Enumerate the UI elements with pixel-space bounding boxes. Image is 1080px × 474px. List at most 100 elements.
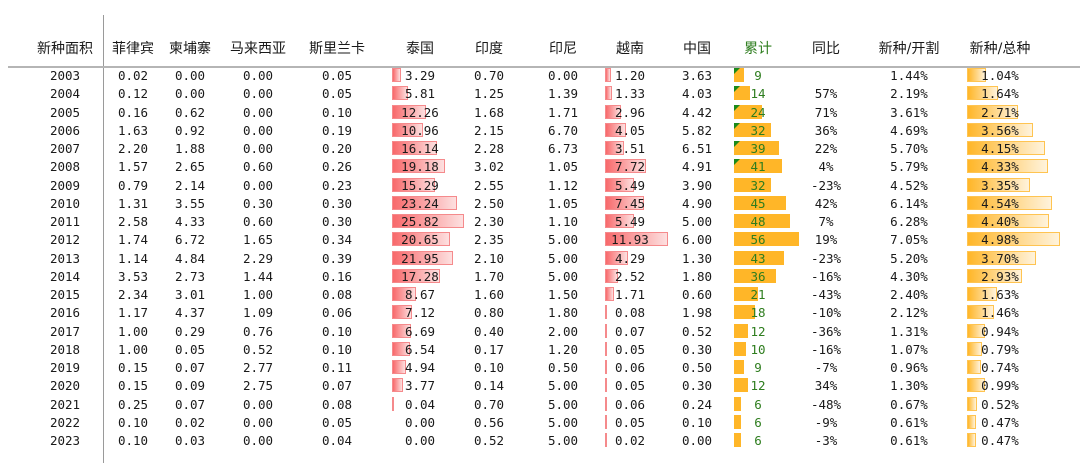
cell-cambodia[interactable]: 0.00: [174, 86, 206, 102]
cell-new-to-total[interactable]: 4.40%: [981, 214, 1019, 229]
cell-cambodia[interactable]: 0.62: [174, 104, 206, 120]
cell-new-to-total[interactable]: 0.47%: [981, 414, 1019, 430]
cell-area-year[interactable]: 2018: [49, 341, 81, 357]
cell-new-to-total[interactable]: 4.98%: [981, 232, 1019, 248]
cell-indonesia[interactable]: 5.00: [547, 414, 579, 430]
cell-china[interactable]: 4.03: [681, 86, 713, 102]
column-header-new-to-total[interactable]: 新种/总种: [969, 41, 1031, 57]
cell-new-to-total[interactable]: 4.15%: [981, 141, 1019, 156]
cell-cumulative[interactable]: 6: [754, 396, 762, 412]
cell-china[interactable]: 5.82: [681, 122, 713, 138]
cell-yoy[interactable]: -23%: [810, 250, 842, 266]
cell-indonesia[interactable]: 1.80: [547, 305, 579, 321]
cell-cumulative[interactable]: 14: [750, 86, 766, 102]
cell-new-to-total[interactable]: 0.74%: [981, 360, 1019, 375]
cell-sri-lanka[interactable]: 0.07: [321, 378, 353, 394]
cell-cambodia[interactable]: 0.03: [174, 433, 206, 448]
cell-new-to-tapping[interactable]: 4.52%: [890, 177, 928, 193]
cell-cambodia[interactable]: 2.65: [174, 159, 206, 175]
cell-malaysia[interactable]: 1.65: [242, 232, 274, 248]
cell-area-year[interactable]: 2008: [49, 159, 81, 175]
cell-new-to-total[interactable]: 3.70%: [981, 250, 1019, 266]
cell-vietnam[interactable]: 0.06: [614, 396, 646, 412]
cell-cambodia[interactable]: 1.88: [174, 141, 206, 156]
cell-india[interactable]: 1.68: [473, 104, 505, 120]
cell-china[interactable]: 0.60: [681, 287, 713, 302]
column-header-new-to-tapping[interactable]: 新种/开割: [878, 41, 940, 57]
cell-philippines[interactable]: 0.16: [117, 104, 149, 120]
cell-yoy[interactable]: -43%: [810, 287, 842, 302]
cell-china[interactable]: 0.00: [681, 433, 713, 448]
cell-philippines[interactable]: 1.57: [117, 159, 149, 175]
cell-philippines[interactable]: 0.15: [117, 378, 149, 394]
cell-indonesia[interactable]: 6.70: [547, 122, 579, 138]
cell-india[interactable]: 0.10: [473, 360, 505, 375]
cell-yoy[interactable]: 71%: [814, 104, 838, 120]
cell-india[interactable]: 2.35: [473, 232, 505, 248]
cell-indonesia[interactable]: 1.12: [547, 177, 579, 193]
cell-indonesia[interactable]: 5.00: [547, 250, 579, 266]
cell-malaysia[interactable]: 1.00: [242, 287, 274, 302]
cell-india[interactable]: 0.56: [473, 414, 505, 430]
cell-china[interactable]: 4.42: [681, 104, 713, 120]
cell-new-to-total[interactable]: 0.99%: [981, 378, 1019, 394]
cell-philippines[interactable]: 0.02: [117, 68, 149, 83]
cell-cambodia[interactable]: 3.55: [174, 195, 206, 211]
cell-cumulative[interactable]: 41: [750, 159, 766, 175]
cell-yoy[interactable]: -10%: [810, 305, 842, 321]
cell-cambodia[interactable]: 0.00: [174, 68, 206, 83]
cell-india[interactable]: 2.10: [473, 250, 505, 266]
cell-indonesia[interactable]: 1.39: [547, 86, 579, 102]
cell-malaysia[interactable]: 1.44: [242, 268, 274, 284]
cell-sri-lanka[interactable]: 0.30: [321, 195, 353, 211]
cell-area-year[interactable]: 2005: [49, 104, 81, 120]
cell-sri-lanka[interactable]: 0.04: [321, 433, 353, 448]
cell-cumulative[interactable]: 9: [754, 360, 762, 375]
cell-sri-lanka[interactable]: 0.39: [321, 250, 353, 266]
cell-vietnam[interactable]: 5.49: [614, 214, 646, 229]
cell-new-to-tapping[interactable]: 0.61%: [890, 414, 928, 430]
cell-china[interactable]: 0.10: [681, 414, 713, 430]
cell-cumulative[interactable]: 12: [750, 378, 766, 394]
cell-yoy[interactable]: -16%: [810, 341, 842, 357]
cell-sri-lanka[interactable]: 0.05: [321, 86, 353, 102]
cell-cumulative[interactable]: 9: [754, 68, 762, 83]
cell-india[interactable]: 1.60: [473, 287, 505, 302]
cell-philippines[interactable]: 3.53: [117, 268, 149, 284]
cell-malaysia[interactable]: 0.00: [242, 433, 274, 448]
cell-china[interactable]: 0.50: [681, 360, 713, 375]
column-header-china[interactable]: 中国: [683, 41, 711, 57]
cell-vietnam[interactable]: 0.07: [614, 323, 646, 339]
cell-sri-lanka[interactable]: 0.10: [321, 104, 353, 120]
cell-vietnam[interactable]: 2.52: [614, 268, 646, 284]
cell-china[interactable]: 0.30: [681, 378, 713, 394]
cell-yoy[interactable]: 34%: [814, 378, 838, 394]
cell-malaysia[interactable]: 0.00: [242, 414, 274, 430]
cell-thailand[interactable]: 20.65: [401, 232, 439, 248]
cell-area-year[interactable]: 2019: [49, 360, 81, 375]
cell-sri-lanka[interactable]: 0.16: [321, 268, 353, 284]
cell-indonesia[interactable]: 0.50: [547, 360, 579, 375]
cell-new-to-total[interactable]: 4.33%: [981, 159, 1019, 175]
cell-india[interactable]: 0.52: [473, 433, 505, 448]
cell-indonesia[interactable]: 5.00: [547, 268, 579, 284]
cell-new-to-tapping[interactable]: 6.14%: [890, 195, 928, 211]
cell-malaysia[interactable]: 0.52: [242, 341, 274, 357]
cell-indonesia[interactable]: 0.00: [547, 68, 579, 83]
cell-new-to-total[interactable]: 1.64%: [981, 86, 1019, 102]
cell-malaysia[interactable]: 0.00: [242, 122, 274, 138]
cell-yoy[interactable]: 19%: [814, 232, 838, 248]
cell-new-to-tapping[interactable]: 2.19%: [890, 86, 928, 102]
cell-sri-lanka[interactable]: 0.06: [321, 305, 353, 321]
column-header-indonesia[interactable]: 印尼: [549, 41, 577, 57]
column-header-philippines[interactable]: 菲律宾: [112, 41, 154, 57]
cell-china[interactable]: 1.98: [681, 305, 713, 321]
cell-cumulative[interactable]: 43: [750, 250, 766, 266]
cell-indonesia[interactable]: 5.00: [547, 433, 579, 448]
cell-cumulative[interactable]: 36: [750, 268, 766, 284]
cell-new-to-tapping[interactable]: 2.40%: [890, 287, 928, 302]
cell-philippines[interactable]: 1.14: [117, 250, 149, 266]
cell-india[interactable]: 0.40: [473, 323, 505, 339]
cell-india[interactable]: 0.70: [473, 68, 505, 83]
cell-vietnam[interactable]: 4.29: [614, 250, 646, 266]
